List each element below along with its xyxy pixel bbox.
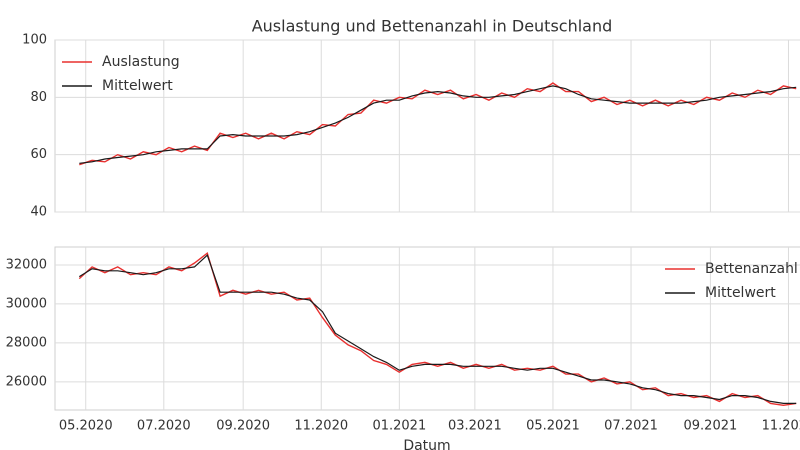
x-tick-label: 05.2021 <box>526 419 580 434</box>
x-tick-label: 05.2020 <box>59 419 113 434</box>
series-line <box>78 252 797 407</box>
series-line <box>78 254 797 404</box>
chart-title: Auslastung und Bettenanzahl in Deutschla… <box>252 17 613 36</box>
x-tick-label: 07.2020 <box>137 419 191 434</box>
x-tick-label: 03.2021 <box>448 419 502 434</box>
y-tick-label: 40 <box>30 205 47 220</box>
x-tick-label: 09.2020 <box>216 419 270 434</box>
series-line <box>79 85 797 164</box>
x-tick-label: 01.2021 <box>372 419 426 434</box>
legend-label: Mittelwert <box>705 285 776 301</box>
series-line <box>79 82 797 166</box>
y-tick-label: 30000 <box>6 296 47 311</box>
plot-frame <box>54 246 800 411</box>
legend-label: Mittelwert <box>102 78 173 94</box>
x-axis-label: Datum <box>403 438 450 450</box>
x-tick-label: 07.2021 <box>604 419 658 434</box>
y-tick-label: 26000 <box>6 374 47 389</box>
x-tick-label: 11.2021 <box>762 419 800 434</box>
x-tick-label: 11.2020 <box>294 419 348 434</box>
y-tick-label: 60 <box>30 147 47 162</box>
y-tick-label: 80 <box>30 90 47 105</box>
y-tick-label: 100 <box>22 33 47 48</box>
y-tick-label: 32000 <box>6 257 47 272</box>
x-tick-label: 09.2021 <box>684 419 738 434</box>
y-tick-label: 28000 <box>6 335 47 350</box>
legend-label: Auslastung <box>102 54 180 70</box>
legend-label: Bettenanzahl <box>705 261 798 277</box>
